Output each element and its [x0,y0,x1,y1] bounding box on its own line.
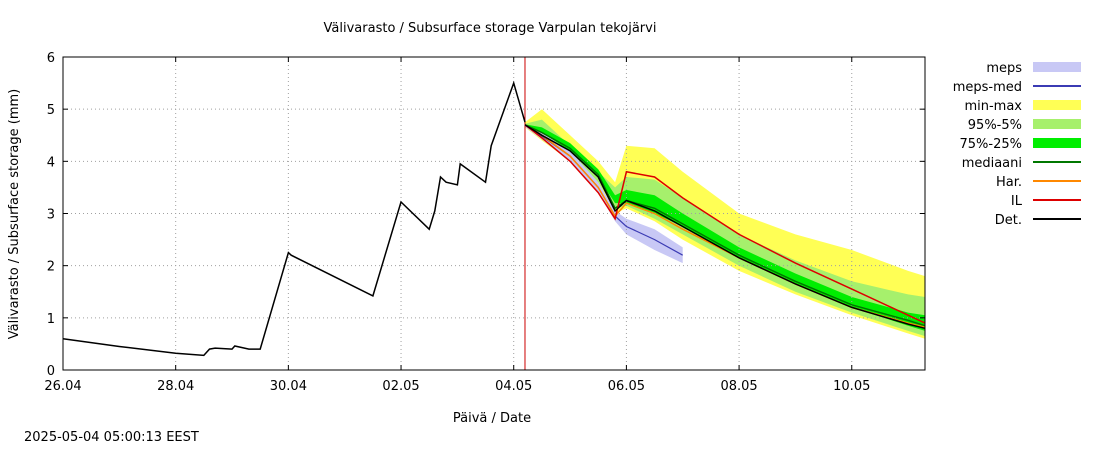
legend: meps meps-med min-max 95%-5% 75%-25% mediaani… [953,61,1081,228]
series-line-det-observed [62,80,526,357]
y-tick-label: 3 [47,208,55,223]
y-axis-label: Välivarasto / Subsurface storage (mm) [7,89,22,339]
legend-label-det: Det. [995,213,1022,228]
x-tick-label: 26.04 [44,379,81,394]
x-tick-label: 30.04 [270,379,307,394]
legend-label-minmax: min-max [964,99,1022,114]
y-tick-label: 5 [47,103,55,118]
grid-lines [62,56,925,371]
x-axis-label: Päivä / Date [453,411,531,426]
plot-frame [62,56,926,371]
band-meps [525,123,683,264]
legend-label-median: mediaani [962,156,1022,171]
legend-label-meps_med: meps-med [953,80,1022,95]
x-tick-label: 10.05 [833,379,870,394]
legend-label-il: IL [1011,194,1023,209]
y-tick-label: 6 [47,51,55,66]
y-tick-label: 1 [47,312,55,327]
timestamp: 2025-05-04 05:00:13 EEST [24,430,199,445]
axes: 26.04 28.04 30.04 02.05 04.05 06.05 08.05 10.05… [44,51,925,394]
x-tick-label: 06.05 [608,379,645,394]
legend-swatch-p95_5 [1033,119,1081,129]
legend-label-meps: meps [986,61,1022,76]
series-line-det-forecast [524,124,926,330]
legend-swatch-p75_25 [1033,138,1081,148]
legend-label-p95_5: 95%-5% [968,118,1022,133]
legend-swatch-meps [1033,62,1081,72]
forecast-bands [525,109,925,339]
y-tick-label: 2 [47,260,55,275]
x-tick-label: 02.05 [382,379,419,394]
legend-label-p75_25: 75%-25% [960,137,1022,152]
chart-title: Välivarasto / Subsurface storage Varpula… [324,21,657,36]
x-tick-label: 28.04 [157,379,194,394]
y-tick-label: 4 [47,155,55,170]
series-line-median [524,124,926,327]
x-tick-label: 04.05 [495,379,532,394]
x-tick-label: 08.05 [720,379,757,394]
y-tick-label: 0 [47,364,55,379]
legend-swatch-minmax [1033,100,1081,110]
series-lines [62,57,926,370]
legend-label-har: Har. [996,175,1022,190]
series-line-il [524,124,926,324]
band-95-5 [525,119,925,337]
